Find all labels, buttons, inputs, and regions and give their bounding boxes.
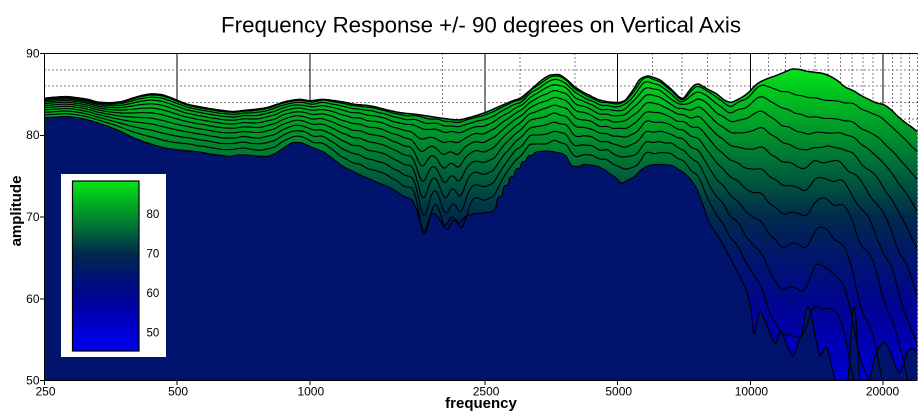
svg-text:50: 50: [26, 374, 40, 388]
svg-text:60: 60: [26, 292, 40, 306]
svg-text:Frequency Response +/- 90 degr: Frequency Response +/- 90 degrees on Ver…: [221, 13, 741, 38]
svg-text:60: 60: [147, 288, 160, 300]
svg-text:80: 80: [147, 209, 160, 221]
svg-text:10000: 10000: [735, 385, 769, 399]
svg-text:amplitude: amplitude: [8, 176, 25, 247]
svg-text:2500: 2500: [473, 385, 500, 399]
svg-text:frequency: frequency: [445, 395, 517, 412]
svg-text:250: 250: [35, 385, 55, 399]
svg-text:1000: 1000: [297, 385, 324, 399]
svg-text:90: 90: [26, 47, 40, 61]
svg-text:20000: 20000: [866, 385, 900, 399]
svg-text:50: 50: [147, 327, 160, 339]
svg-text:80: 80: [26, 128, 40, 142]
svg-text:70: 70: [147, 249, 160, 261]
svg-text:500: 500: [168, 385, 188, 399]
svg-text:70: 70: [26, 210, 40, 224]
svg-text:5000: 5000: [605, 385, 632, 399]
